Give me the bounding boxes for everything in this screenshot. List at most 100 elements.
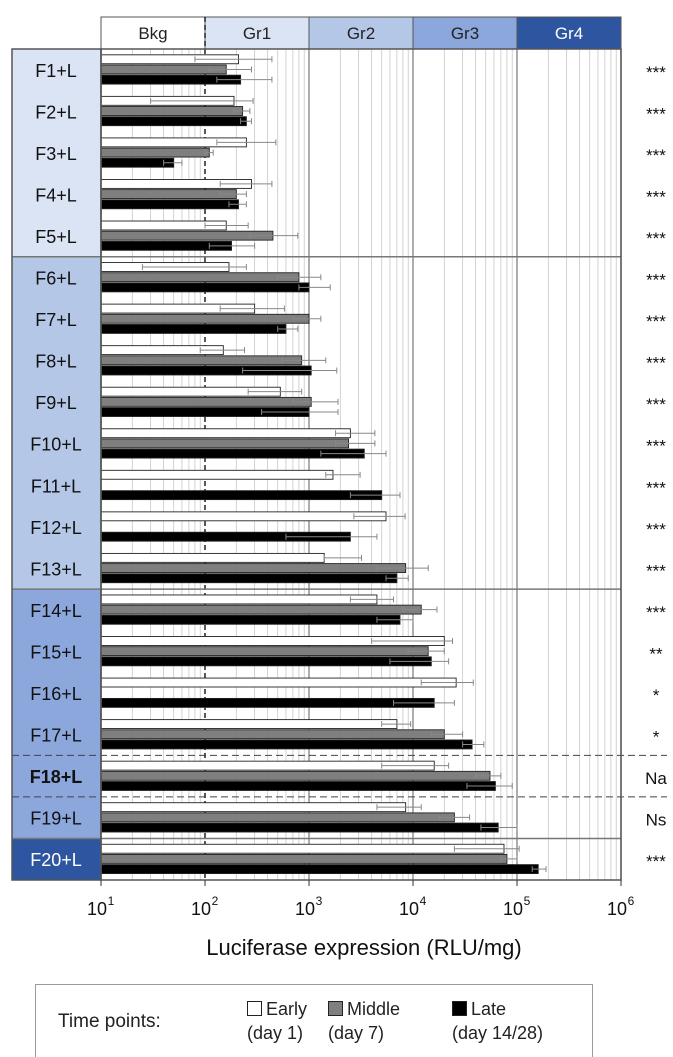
significance-label: *** [646, 354, 666, 373]
x-tick-exponent: 1 [108, 894, 115, 908]
x-tick-exponent: 3 [316, 894, 323, 908]
legend: Time points: Early (day 1) Middle (day 7… [35, 984, 593, 1057]
significance-label: *** [646, 63, 666, 82]
bar-early [100, 719, 398, 730]
bar-middle [100, 313, 310, 324]
significance-label: Ns [646, 811, 667, 830]
x-tick-exponent: 4 [420, 894, 427, 908]
legend-label-middle: Middle [347, 999, 401, 1019]
row-label-bg [12, 589, 101, 632]
category-label: F11+L [31, 476, 81, 496]
significance-label: * [653, 686, 660, 705]
group-header-gr3 [412, 16, 518, 50]
legend-item-late: Late (day 14/28) [452, 997, 543, 1045]
legend-sub-middle: (day 7) [328, 1023, 385, 1043]
category-label: F8+L [35, 352, 77, 372]
significance-label: *** [646, 437, 666, 456]
legend-sub-early: (day 1) [247, 1023, 304, 1043]
row-label-bg [12, 422, 101, 465]
x-tick-label: 10 [295, 899, 315, 919]
row-label-bg [12, 672, 101, 715]
row-label-bg [12, 339, 101, 382]
significance-label: Na [645, 769, 667, 788]
bar-early [100, 469, 334, 480]
x-tick-exponent: 5 [524, 894, 531, 908]
significance-label: *** [646, 229, 666, 248]
group-header-label: Bkg [138, 24, 167, 43]
bar-late [100, 199, 239, 210]
bar-middle [100, 812, 455, 823]
category-label: F20+L [30, 850, 82, 870]
bar-late [100, 822, 499, 833]
row-label-bg [12, 215, 101, 258]
bar-middle [100, 272, 300, 283]
category-label: F16+L [30, 684, 82, 704]
category-label: F2+L [35, 102, 77, 122]
bar-middle [100, 729, 445, 740]
bar-late [100, 116, 247, 127]
significance-label: *** [646, 146, 666, 165]
category-label: F6+L [35, 269, 77, 289]
significance-label: *** [646, 520, 666, 539]
bar-late [100, 157, 175, 168]
group-header-label: Gr3 [451, 24, 479, 43]
legend-title: Time points: [58, 1011, 161, 1032]
significance-label: *** [646, 312, 666, 331]
row-label-bg [12, 49, 101, 92]
legend-swatch-early [247, 1001, 262, 1016]
bar-middle [100, 355, 303, 366]
bar-late [100, 656, 432, 667]
legend-item-middle: Middle (day 7) [328, 997, 400, 1045]
legend-swatch-late [452, 1001, 467, 1016]
bar-early [100, 677, 457, 688]
significance-label: *** [646, 187, 666, 206]
bar-middle [100, 604, 422, 615]
category-label: F18+L [30, 767, 83, 787]
x-tick-label: 10 [607, 899, 627, 919]
group-header-label: Gr4 [555, 24, 583, 43]
bar-late [100, 781, 496, 791]
bar-middle [100, 147, 210, 158]
x-tick-label: 10 [87, 899, 107, 919]
row-label-bg [12, 547, 101, 590]
category-label: F5+L [35, 227, 77, 247]
bar-middle [100, 853, 508, 864]
legend-label-early: Early [266, 999, 308, 1019]
x-tick-label: 10 [399, 899, 419, 919]
row-label-bg [12, 298, 101, 341]
bar-early [100, 802, 407, 813]
significance-label: *** [646, 271, 666, 290]
x-tick-exponent: 6 [628, 894, 635, 908]
category-label: F10+L [30, 435, 82, 455]
bar-late [100, 864, 539, 875]
x-axis-label: Luciferase expression (RLU/mg) [206, 935, 521, 960]
category-label: F13+L [30, 559, 82, 579]
legend-label-late: Late [471, 999, 507, 1019]
row-label-bg [12, 838, 101, 881]
bar-middle [100, 189, 237, 200]
bar-middle [100, 64, 227, 75]
significance-label: *** [646, 561, 666, 580]
bar-middle [100, 563, 407, 573]
group-header-gr1 [204, 16, 310, 50]
significance-label: *** [646, 852, 666, 871]
bar-late [100, 490, 383, 501]
bar-middle [100, 646, 429, 657]
row-label-bg [12, 755, 101, 798]
bar-late [100, 573, 398, 584]
significance-label: *** [646, 603, 666, 622]
bar-early [100, 511, 387, 522]
significance-label: * [653, 728, 660, 747]
bar-late [100, 697, 435, 708]
row-label-bg [12, 630, 101, 673]
category-label: F17+L [30, 726, 82, 746]
row-label-bg [12, 796, 101, 839]
bar-early [100, 428, 351, 439]
bar-middle [100, 770, 491, 781]
bar-early [100, 594, 378, 605]
x-tick-label: 10 [503, 899, 523, 919]
category-label: F4+L [35, 185, 77, 205]
x-tick-label: 10 [191, 899, 211, 919]
category-label: F15+L [30, 642, 82, 662]
